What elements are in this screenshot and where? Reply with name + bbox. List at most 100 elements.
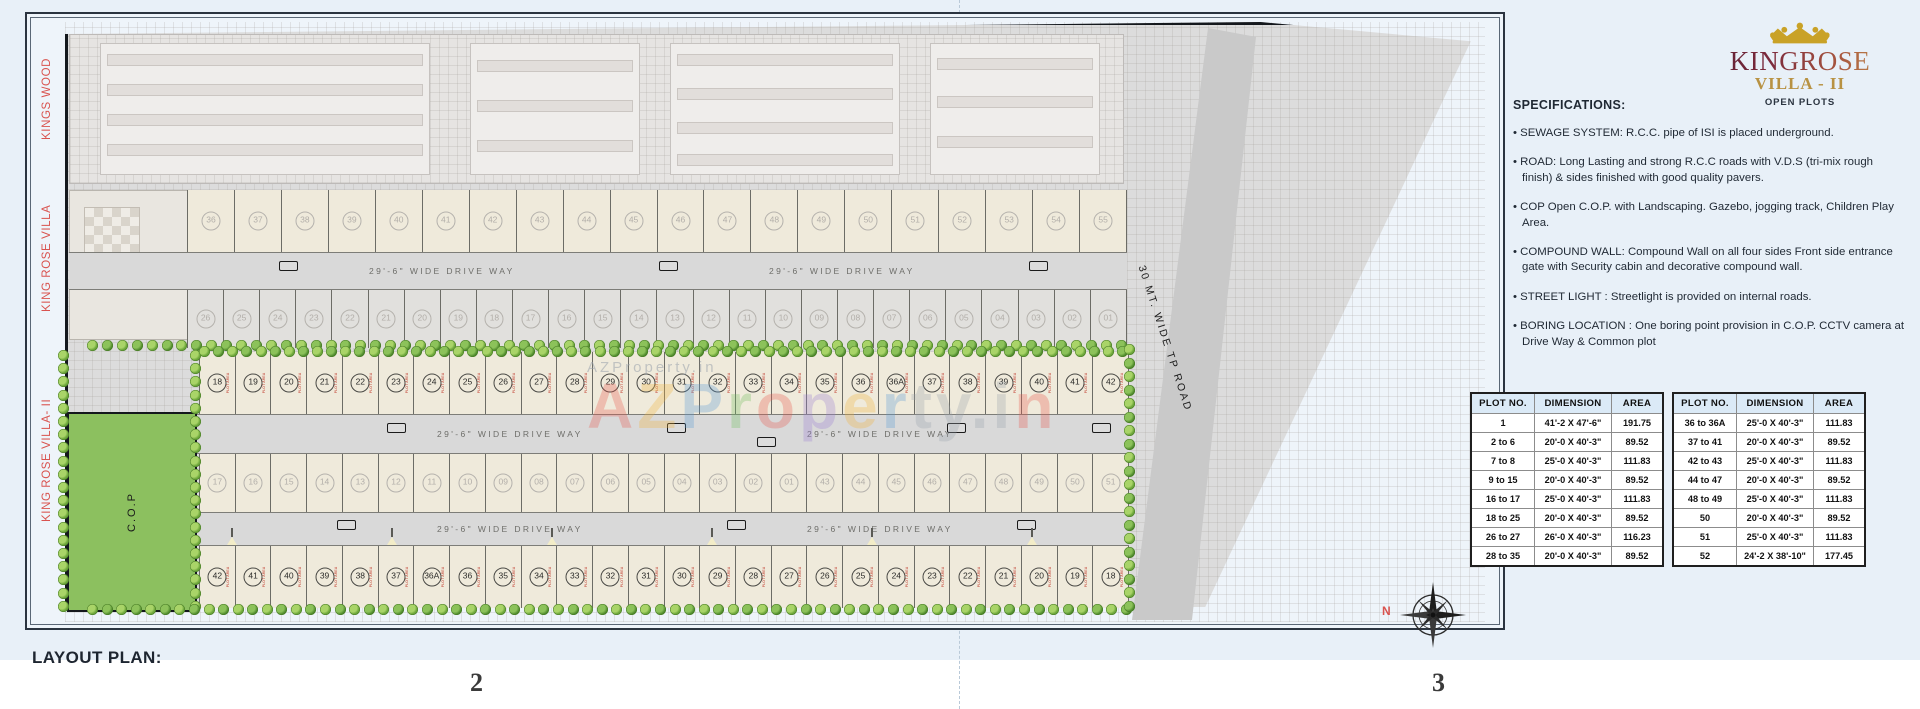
plot-cell[interactable]: 47 (703, 190, 751, 252)
plot-cell[interactable]: 43 (515, 190, 563, 252)
plot-cell[interactable]: 11 (728, 290, 765, 348)
plot-cell[interactable]: 36 PLOT AREA (842, 352, 878, 414)
plot-cell[interactable]: 45 (609, 190, 657, 252)
plot-cell[interactable]: 15 (584, 290, 621, 348)
plot-cell[interactable]: 19 PLOT AREA (234, 352, 271, 414)
plot-cell[interactable]: 09 (484, 454, 521, 512)
plot-cell[interactable]: 08 (836, 290, 874, 348)
plot-cell[interactable]: 25 (223, 290, 260, 348)
plot-cell[interactable]: 19 (439, 290, 476, 348)
plot-cell[interactable]: 41 PLOT AREA (1056, 352, 1093, 414)
plot-cell[interactable]: 24 PLOT AREA (413, 352, 450, 414)
plot-cell[interactable]: 48 (985, 454, 1021, 512)
plot-cell[interactable]: 28 PLOT AREA (735, 546, 771, 608)
plot-cell[interactable]: 02 (735, 454, 771, 512)
plot-cell[interactable]: 36 PLOT AREA (449, 546, 485, 608)
plot-cell[interactable]: 31 PLOT AREA (627, 546, 664, 608)
plot-cell[interactable]: 40 (374, 190, 422, 252)
plot-cell[interactable]: 34 PLOT AREA (770, 352, 807, 414)
plot-cell[interactable]: 49 (1020, 454, 1057, 512)
plot-cell[interactable]: 24 (259, 290, 296, 348)
plot-cell[interactable]: 29 PLOT AREA (592, 352, 628, 414)
plot-cell[interactable]: 26 (187, 290, 224, 348)
plot-cell[interactable]: 07 (556, 454, 593, 512)
plot-cell[interactable]: 37 (233, 190, 281, 252)
plot-cell[interactable]: 10 (449, 454, 485, 512)
plot-cell[interactable]: 39 (327, 190, 375, 252)
plot-cell[interactable]: 30 PLOT AREA (627, 352, 664, 414)
plot-cell[interactable]: 19 PLOT AREA (1056, 546, 1093, 608)
plot-cell[interactable]: 52 (938, 190, 986, 252)
plot-cell[interactable]: 54 (1032, 190, 1080, 252)
plot-cell[interactable]: 13 (656, 290, 693, 348)
plot-cell[interactable]: 50 (844, 190, 892, 252)
plot-cell[interactable]: 37 PLOT AREA (913, 352, 950, 414)
plot-cell[interactable]: 15 (270, 454, 307, 512)
plot-cell[interactable]: 40 PLOT AREA (1020, 352, 1057, 414)
plot-cell[interactable]: 26 PLOT AREA (484, 352, 521, 414)
plot-cell[interactable]: 22 PLOT AREA (949, 546, 986, 608)
plot-cell[interactable]: 30 PLOT AREA (663, 546, 700, 608)
plot-cell[interactable]: 27 PLOT AREA (770, 546, 807, 608)
plot-cell[interactable]: 18 PLOT AREA (1092, 546, 1130, 608)
plot-cell[interactable]: 50 (1056, 454, 1093, 512)
plot-cell[interactable]: 23 PLOT AREA (377, 352, 414, 414)
plot-cell[interactable]: 36A PLOT AREA (877, 352, 914, 414)
plot-cell[interactable]: 39 PLOT AREA (985, 352, 1021, 414)
plot-cell[interactable]: 17 (199, 454, 235, 512)
plot-cell[interactable]: 35 PLOT AREA (484, 546, 521, 608)
plot-cell[interactable]: 04 (663, 454, 700, 512)
plot-cell[interactable]: 14 (620, 290, 657, 348)
plot-cell[interactable]: 42 (468, 190, 516, 252)
plot-cell[interactable]: 32 PLOT AREA (699, 352, 736, 414)
plot-cell[interactable]: 45 (877, 454, 914, 512)
plot-cell[interactable]: 04 (981, 290, 1018, 348)
plot-cell[interactable]: 21 PLOT AREA (985, 546, 1021, 608)
plot-cell[interactable]: 25 PLOT AREA (842, 546, 878, 608)
plot-cell[interactable]: 46 (656, 190, 704, 252)
plot-cell[interactable]: 23 PLOT AREA (913, 546, 950, 608)
plot-cell[interactable]: 41 PLOT AREA (234, 546, 271, 608)
plot-cell[interactable]: 38 PLOT AREA (949, 352, 986, 414)
plot-cell[interactable]: 01 (770, 454, 807, 512)
plot-cell[interactable]: 49 (797, 190, 845, 252)
plot-cell[interactable]: 01 (1089, 290, 1127, 348)
plot-cell[interactable]: 24 PLOT AREA (877, 546, 914, 608)
plot-cell[interactable]: 10 (764, 290, 801, 348)
plot-cell[interactable]: 05 (945, 290, 982, 348)
plot-cell[interactable]: 14 (306, 454, 342, 512)
plot-cell[interactable]: 23 (295, 290, 332, 348)
plot-cell[interactable]: 18 (475, 290, 512, 348)
plot-cell[interactable]: 25 PLOT AREA (449, 352, 485, 414)
plot-cell[interactable]: 41 (421, 190, 469, 252)
plot-cell[interactable]: 18 PLOT AREA (199, 352, 235, 414)
plot-cell[interactable]: 13 (341, 454, 378, 512)
plot-cell[interactable]: 05 (627, 454, 664, 512)
plot-cell[interactable]: 17 (511, 290, 549, 348)
plot-cell[interactable]: 02 (1053, 290, 1090, 348)
plot-cell[interactable]: 20 PLOT AREA (270, 352, 307, 414)
plot-cell[interactable]: 06 (592, 454, 628, 512)
plot-cell[interactable]: 36 (187, 190, 234, 252)
plot-cell[interactable]: 38 (280, 190, 328, 252)
plot-cell[interactable]: 34 PLOT AREA (520, 546, 557, 608)
plot-cell[interactable]: 48 (750, 190, 798, 252)
plot-cell[interactable]: 37 PLOT AREA (377, 546, 414, 608)
plot-cell[interactable]: 44 (562, 190, 610, 252)
plot-cell[interactable]: 12 (692, 290, 729, 348)
plot-cell[interactable]: 03 (699, 454, 736, 512)
plot-cell[interactable]: 08 (520, 454, 557, 512)
plot-cell[interactable]: 36A PLOT AREA (413, 546, 450, 608)
plot-cell[interactable]: 21 (367, 290, 404, 348)
plot-cell[interactable]: 07 (873, 290, 910, 348)
plot-cell[interactable]: 11 (413, 454, 450, 512)
plot-cell[interactable]: 38 PLOT AREA (341, 546, 378, 608)
plot-cell[interactable]: 42 PLOT AREA (199, 546, 235, 608)
plot-cell[interactable]: 51 (1092, 454, 1130, 512)
plot-cell[interactable]: 27 PLOT AREA (520, 352, 557, 414)
plot-cell[interactable]: 21 PLOT AREA (306, 352, 342, 414)
plot-cell[interactable]: 47 (949, 454, 986, 512)
plot-cell[interactable]: 16 (548, 290, 585, 348)
plot-cell[interactable]: 26 PLOT AREA (806, 546, 843, 608)
plot-cell[interactable]: 20 PLOT AREA (1020, 546, 1057, 608)
